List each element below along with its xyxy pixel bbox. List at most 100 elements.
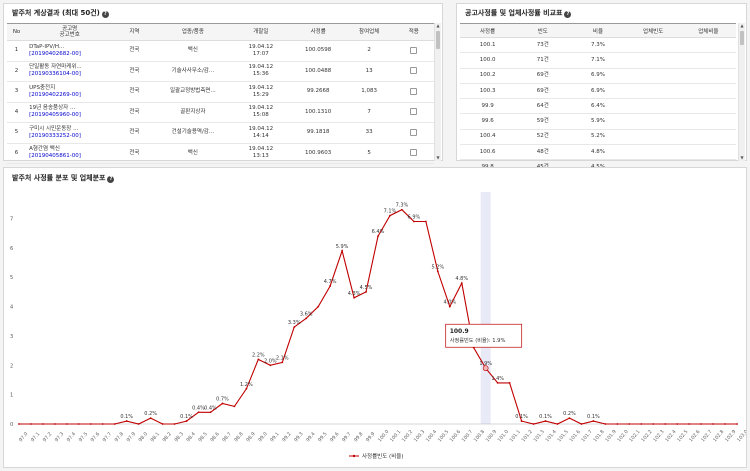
y-tick-label: 2	[10, 363, 13, 369]
notice-number-link[interactable]: [20190402682-00]	[29, 50, 81, 57]
bidder-count-cell: 7	[344, 102, 394, 123]
region-cell: 전국	[113, 40, 156, 62]
compare-scrollbar[interactable]: ▲ ▼	[738, 23, 745, 161]
compare-cell-3	[625, 98, 681, 115]
notice-cell[interactable]: 구미시 시민운동장 ... [20190333252-00]	[26, 122, 114, 144]
x-tick-label: 101.1	[509, 429, 522, 443]
data-label: 7.3%	[396, 203, 409, 209]
table-row[interactable]: 4 19년 음송품상자 ... [20190405960-00] 전국 골판지상자 19.…	[7, 102, 434, 123]
data-label: 7.1%	[384, 209, 397, 215]
compare-cell-2: 6.9%	[570, 83, 626, 100]
data-point	[18, 423, 20, 425]
notice-name[interactable]: 구미시 시민운동장 ...	[29, 125, 79, 132]
results-header-1: 공고명 공고번호	[26, 23, 114, 41]
apply-cell	[393, 40, 434, 62]
notice-cell[interactable]: 단일활동 자연마케위... [20190336104-00]	[26, 61, 114, 82]
data-point	[676, 423, 679, 425]
table-row[interactable]: 6 A형간염 백신 [20190405861-00] 전국 백신 19.04.12 13:1…	[7, 143, 434, 164]
x-tick-label: 98.4	[185, 431, 196, 443]
apply-checkbox[interactable]	[410, 108, 418, 116]
x-tick-label: 100.6	[449, 429, 462, 443]
notice-name[interactable]: 단일활동 자연마케위...	[29, 64, 82, 71]
scroll-down-icon[interactable]: ▼	[740, 155, 744, 160]
compare-cell-2: 5.2%	[570, 129, 626, 146]
data-label: 1.2%	[240, 382, 253, 388]
x-tick-label: 97.9	[126, 431, 137, 443]
data-point	[329, 285, 332, 287]
scroll-up-icon[interactable]: ▲	[436, 23, 440, 28]
help-icon[interactable]: ?	[107, 176, 115, 183]
apply-checkbox[interactable]	[410, 149, 418, 157]
scroll-down-icon[interactable]: ▼	[436, 155, 440, 160]
compare-cell-2: 7.3%	[570, 37, 626, 54]
results-header-5: 사정률	[291, 23, 345, 41]
data-label: 6.9%	[408, 214, 421, 220]
scroll-thumb[interactable]	[740, 31, 744, 45]
x-tick-label: 101.8	[592, 429, 605, 443]
data-point	[401, 208, 403, 211]
region-cell: 전국	[113, 81, 156, 103]
notice-cell[interactable]: DTaP-IPV/H... [20190402682-00]	[26, 40, 114, 62]
apply-checkbox[interactable]	[410, 46, 418, 54]
data-point	[544, 420, 547, 422]
table-row[interactable]: 5 구미시 시민운동장 ... [20190333252-00] 전국 건설기술용역/감…	[7, 122, 434, 144]
table-row[interactable]: 2 단일활동 자연마케위... [20190336104-00] 전국 기술사사무소/감…	[7, 61, 434, 82]
help-icon[interactable]: ?	[564, 11, 572, 18]
results-header-4: 개찰일	[230, 23, 292, 41]
rate-cell: 100.1310	[291, 102, 345, 123]
data-point	[736, 423, 738, 425]
compare-cell-0: 100.0	[460, 52, 516, 69]
data-point	[532, 423, 535, 425]
data-point	[652, 423, 655, 425]
results-scrollbar[interactable]: ▲ ▼	[434, 23, 441, 161]
notice-name[interactable]: UPS충전지	[29, 84, 56, 91]
data-point	[724, 423, 726, 425]
table-row[interactable]: 1 DTaP-IPV/H... [20190402682-00] 전국 백신 19.04.…	[7, 40, 434, 62]
notice-number-link[interactable]: [20190333252-00]	[29, 132, 81, 139]
notice-number-link[interactable]: [20190405960-00]	[29, 112, 81, 119]
notice-number-link[interactable]: [20190402269-00]	[29, 91, 81, 98]
data-point	[257, 358, 260, 361]
date-cell: 19.04.12 14:14	[230, 122, 292, 144]
data-label: 0.1%	[587, 414, 600, 420]
x-tick-label: 99.6	[329, 431, 340, 443]
x-tick-label: 100.4	[425, 429, 438, 443]
legend-label[interactable]: 사정률빈도 (비율)	[362, 452, 403, 460]
date-cell: 19.04.12 15:36	[230, 61, 292, 82]
notice-name[interactable]: A형간염 백신	[29, 146, 60, 153]
data-point	[101, 423, 104, 425]
y-tick-label: 7	[10, 217, 13, 223]
apply-cell	[393, 122, 434, 144]
apply-checkbox[interactable]	[410, 87, 418, 95]
distribution-chart: 0 1 2 3 4 5 6 7 97.0 97.1 97.2 97.3 97.4 97.5 97.6 97.7…	[4, 184, 749, 467]
table-row[interactable]: 3 UPS충전지 [20190402269-00] 전국 일괄교정방법측면... 19.0…	[7, 81, 434, 103]
scroll-up-icon[interactable]: ▲	[740, 23, 744, 28]
data-label: 0.4%	[204, 405, 217, 411]
scroll-thumb[interactable]	[436, 31, 440, 49]
y-tick-label: 1	[10, 393, 13, 399]
x-tick-label: 102.8	[712, 429, 725, 443]
data-label: 4.3%	[348, 291, 361, 297]
x-tick-label: 98.5	[197, 431, 208, 443]
notice-number-link[interactable]: [20190336104-00]	[29, 71, 81, 78]
compare-cell-3	[625, 83, 681, 100]
x-tick-label: 101.7	[580, 429, 593, 443]
data-label: 4.0%	[443, 300, 456, 306]
notice-cell[interactable]: A형간염 백신 [20190405861-00]	[26, 143, 114, 164]
notice-name[interactable]: 19년 음송품상자 ...	[29, 105, 76, 112]
compare-cell-3	[625, 144, 681, 161]
notice-cell[interactable]: UPS충전지 [20190402269-00]	[26, 81, 114, 103]
notice-number-link[interactable]: [20190405861-00]	[29, 153, 81, 160]
tooltip-x-label: 100.9	[450, 328, 469, 335]
notice-cell[interactable]: 19년 음송품상자 ... [20190405960-00]	[26, 102, 114, 123]
apply-checkbox[interactable]	[410, 128, 418, 136]
notice-name[interactable]: DTaP-IPV/H...	[29, 43, 65, 50]
x-tick-label: 97.4	[66, 431, 77, 443]
data-point	[42, 423, 44, 425]
data-point	[448, 305, 451, 308]
data-point	[161, 423, 164, 425]
help-icon[interactable]: ?	[101, 11, 109, 18]
data-label: 0.2%	[144, 411, 157, 417]
x-tick-label: 98.2	[162, 431, 173, 443]
apply-checkbox[interactable]	[410, 67, 418, 75]
